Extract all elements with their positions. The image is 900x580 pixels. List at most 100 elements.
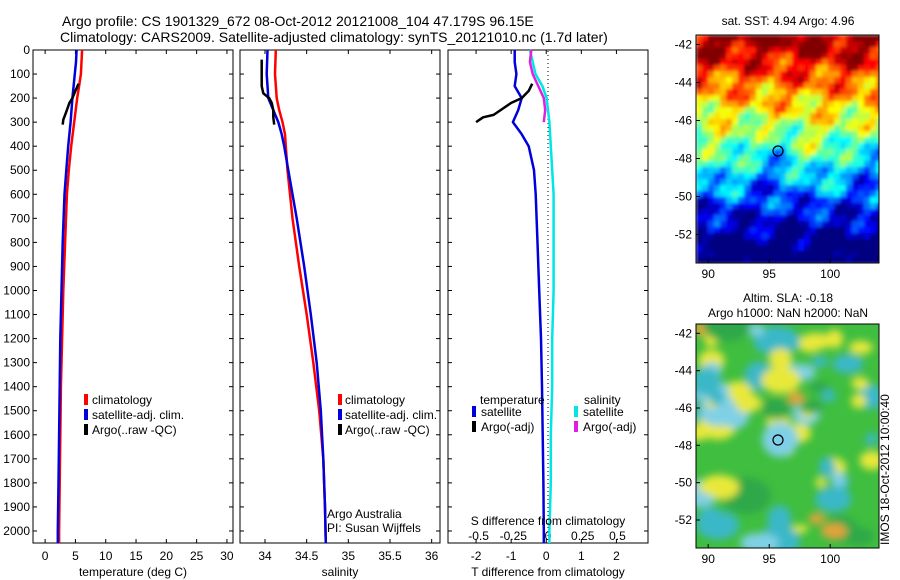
x-tick-label: 20 bbox=[160, 549, 174, 563]
legend-label-argo: Argo(..raw -QC) bbox=[92, 423, 177, 437]
sst-map bbox=[696, 35, 879, 263]
header-line-2: Climatology: CARS2009. Satellite-adjuste… bbox=[60, 29, 608, 45]
sst-map-frame bbox=[695, 34, 880, 264]
map-y-tick-label: -42 bbox=[675, 326, 693, 340]
diff-line-temperature-satellite bbox=[511, 50, 546, 543]
legend-label-satellite: satellite-adj. clim. bbox=[92, 408, 184, 422]
map-y-tick-label: -46 bbox=[675, 401, 693, 415]
series-line-satellite-adj-clim- bbox=[265, 49, 328, 544]
x-tick-label: 0 bbox=[543, 549, 550, 563]
header-line-1: Argo profile: CS 1901329_672 08-Oct-2012… bbox=[62, 13, 534, 29]
sla-map bbox=[696, 324, 879, 548]
x-tick-label: 34.5 bbox=[295, 549, 319, 563]
x-tick-label: -1 bbox=[506, 549, 517, 563]
sst-argo-location-marker bbox=[772, 145, 784, 157]
map-y-tick-label: -42 bbox=[675, 38, 693, 52]
depth-tick-label: 200 bbox=[10, 91, 30, 105]
legend-swatch-t-satellite bbox=[472, 406, 476, 417]
legend-title-salinity: salinity bbox=[584, 393, 621, 407]
difference-legend: temperature salinity satellite Argo(-adj… bbox=[472, 393, 636, 434]
temperature-axis-label: temperature (deg C) bbox=[79, 565, 187, 579]
depth-tick-label: 600 bbox=[10, 187, 30, 201]
x-tick-label: 35.5 bbox=[378, 549, 402, 563]
salinity-series bbox=[260, 49, 328, 544]
depth-tick-label: 800 bbox=[10, 235, 30, 249]
depth-tick-label: 400 bbox=[10, 139, 30, 153]
map-y-tick-label: -46 bbox=[675, 114, 693, 128]
map-y-tick-label: -50 bbox=[675, 190, 693, 204]
map-x-tick-label: 100 bbox=[820, 552, 840, 566]
s-difference-axis-label: S difference from climatology bbox=[471, 514, 626, 528]
legend-label-satellite: satellite-adj. clim. bbox=[345, 408, 437, 422]
x-tick-label: 34 bbox=[258, 549, 272, 563]
map-x-tick-label: 90 bbox=[702, 267, 716, 281]
legend-swatch-s-argo bbox=[574, 421, 578, 432]
depth-tick-label: 2000 bbox=[3, 524, 30, 538]
map-y-tick-label: -44 bbox=[675, 364, 693, 378]
x-tick-label: 15 bbox=[129, 549, 143, 563]
depth-tick-label: 1800 bbox=[3, 476, 30, 490]
salinity-legend: climatology satellite-adj. clim. Argo(..… bbox=[338, 393, 437, 437]
x-tick-label: 2 bbox=[613, 549, 620, 563]
diff-line-salinity-argo-adj- bbox=[528, 49, 547, 123]
difference-panel-frame bbox=[447, 49, 649, 544]
salinity-depth-ticks bbox=[240, 49, 440, 532]
map-y-tick-label: -48 bbox=[675, 152, 693, 166]
legend-swatch-satellite bbox=[84, 409, 88, 420]
depth-tick-label: 300 bbox=[10, 115, 30, 129]
x-tick-label: -2 bbox=[471, 549, 482, 563]
sla-map-frame bbox=[695, 323, 880, 549]
legend-label-s-satellite: satellite bbox=[583, 405, 624, 419]
sst-map-title: sat. SST: 4.94 Argo: 4.96 bbox=[721, 14, 855, 28]
depth-tick-label: 0 bbox=[23, 43, 30, 57]
sla-map-ticks: 90 95 100 -42 -44 -46 -48 -50 -52 bbox=[675, 326, 841, 566]
depth-axis-ticks bbox=[33, 49, 233, 532]
map-y-tick-label: -52 bbox=[675, 513, 693, 527]
salinity-x-ticks: 34 34.5 35 35.5 36 bbox=[258, 50, 439, 563]
s-diff-tick-label: -0.5 bbox=[468, 529, 489, 543]
legend-swatch-argo bbox=[338, 424, 342, 435]
difference-series bbox=[475, 49, 555, 543]
s-diff-tick-label: 0.5 bbox=[609, 529, 626, 543]
legend-label-t-argo: Argo(-adj) bbox=[481, 420, 534, 434]
depth-tick-label: 1400 bbox=[3, 380, 30, 394]
legend-label-climatology: climatology bbox=[92, 393, 152, 407]
salinity-axis-label: salinity bbox=[322, 565, 359, 579]
map-y-tick-label: -44 bbox=[675, 76, 693, 90]
diff-line-salinity-satellite bbox=[528, 49, 555, 543]
map-y-tick-label: -48 bbox=[675, 438, 693, 452]
depth-tick-label: 1300 bbox=[3, 356, 30, 370]
argo-australia-note: Argo Australia bbox=[327, 507, 402, 521]
depth-tick-label: 1000 bbox=[3, 283, 30, 297]
map-x-tick-label: 100 bbox=[820, 267, 840, 281]
x-tick-label: 35 bbox=[342, 549, 356, 563]
map-x-tick-label: 90 bbox=[702, 552, 716, 566]
legend-label-climatology: climatology bbox=[345, 393, 405, 407]
salinity-panel-frame bbox=[239, 49, 441, 544]
map-x-tick-label: 95 bbox=[763, 267, 777, 281]
temperature-panel-frame bbox=[32, 49, 234, 544]
x-tick-label: 0 bbox=[42, 549, 49, 563]
sla-map-title: Altim. SLA: -0.18 bbox=[742, 291, 834, 305]
s-difference-x-ticks: -0.5-0.2500.250.5 bbox=[468, 529, 626, 543]
depth-tick-label: 1600 bbox=[3, 428, 30, 442]
x-tick-label: 25 bbox=[190, 549, 204, 563]
temperature-legend: climatology satellite-adj. clim. Argo(..… bbox=[84, 393, 184, 437]
temperature-series bbox=[56, 49, 84, 543]
t-difference-axis-label: T difference from climatology bbox=[471, 565, 625, 579]
x-tick-label: 10 bbox=[99, 549, 113, 563]
depth-tick-label: 1200 bbox=[3, 332, 30, 346]
depth-axis-labels: 0 100 200 300 400 500 600 700 800 900 1000 1100 1200… bbox=[3, 43, 30, 538]
depth-tick-label: 1100 bbox=[4, 308, 30, 322]
legend-label-t-satellite: satellite bbox=[481, 405, 522, 419]
legend-swatch-t-argo bbox=[472, 421, 476, 432]
depth-tick-label: 100 bbox=[10, 67, 30, 81]
x-tick-label: 30 bbox=[220, 549, 234, 563]
depth-tick-label: 1900 bbox=[3, 500, 30, 514]
depth-tick-label: 1500 bbox=[3, 404, 30, 418]
x-tick-label: 36 bbox=[425, 549, 439, 563]
t-difference-x-ticks: -2 -1 0 1 2 bbox=[471, 50, 620, 563]
legend-swatch-climatology bbox=[338, 394, 342, 405]
s-diff-tick-label: -0.25 bbox=[500, 529, 528, 543]
